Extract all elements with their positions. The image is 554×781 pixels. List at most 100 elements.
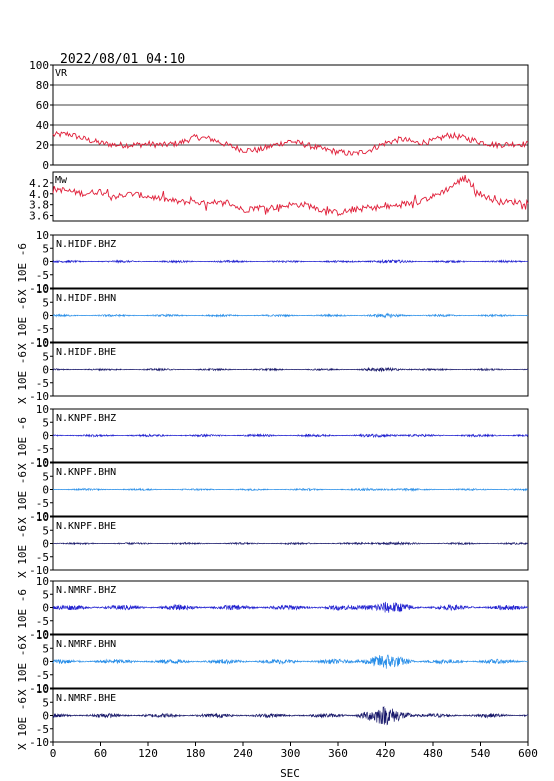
y-tick-label: 0 <box>42 159 49 172</box>
x-tick-label: 0 <box>50 747 57 760</box>
y-axis-label: X 10E -6 <box>16 697 29 750</box>
y-axis-label: X 10E -6 <box>16 297 29 350</box>
y-tick-label: -5 <box>36 269 49 282</box>
y-tick-label: -5 <box>36 443 49 456</box>
series-line-mw <box>52 175 529 217</box>
y-tick-label: 80 <box>36 79 49 92</box>
y-tick-label: 5 <box>42 416 49 429</box>
y-tick-label: 0 <box>42 602 49 615</box>
waveform-trace <box>52 312 529 319</box>
y-tick-label: -10 <box>29 564 49 577</box>
y-tick-label: 3.6 <box>29 210 49 223</box>
y-tick-label: 0 <box>42 710 49 723</box>
y-tick-label: 3.8 <box>29 199 49 212</box>
waveform-trace <box>52 705 529 726</box>
waveform-trace <box>52 540 529 546</box>
y-tick-label: -5 <box>36 323 49 336</box>
x-tick-label: 60 <box>94 747 107 760</box>
y-tick-label: 10 <box>36 511 49 524</box>
timestamp-title: 2022/08/01 04:10 <box>60 52 185 67</box>
y-tick-label: 5 <box>42 524 49 537</box>
waveform-trace <box>52 366 529 373</box>
waveform-trace <box>52 433 529 439</box>
y-tick-label: 4.2 <box>29 177 49 190</box>
y-tick-label: 10 <box>36 629 49 642</box>
y-tick-label: -5 <box>36 669 49 682</box>
waveform-trace <box>52 654 528 669</box>
y-tick-label: 10 <box>36 403 49 416</box>
series-line-vr <box>52 130 529 157</box>
y-axis-label: X 10E -6 <box>16 589 29 642</box>
panel-frame <box>52 64 529 166</box>
y-tick-label: 20 <box>36 139 49 152</box>
panel-label: VR <box>55 68 68 79</box>
station-label: N.NMRF.BHN <box>56 639 116 650</box>
panel-frame <box>52 171 529 222</box>
y-tick-label: -10 <box>29 390 49 403</box>
y-tick-label: 100 <box>29 59 49 72</box>
y-tick-label: 10 <box>36 575 49 588</box>
y-tick-label: 0 <box>42 656 49 669</box>
y-axis-label: X 10E -6 <box>16 643 29 696</box>
y-tick-label: 5 <box>42 470 49 483</box>
y-tick-label: 5 <box>42 296 49 309</box>
y-tick-label: 5 <box>42 350 49 363</box>
y-tick-label: -5 <box>36 377 49 390</box>
y-tick-label: -10 <box>29 336 49 349</box>
y-tick-label: -10 <box>29 456 49 469</box>
waveform-trace <box>52 487 529 492</box>
y-tick-label: -5 <box>36 551 49 564</box>
y-tick-label: 60 <box>36 99 49 112</box>
station-label: N.HIDF.BHN <box>56 293 116 304</box>
y-tick-label: -5 <box>36 723 49 736</box>
x-tick-label: 300 <box>281 747 301 760</box>
x-tick-label: 240 <box>233 747 253 760</box>
y-tick-label: 40 <box>36 119 49 132</box>
y-tick-label: 5 <box>42 242 49 255</box>
x-axis-label: SEC <box>280 767 300 780</box>
panel-vr: 0 20 40 60 80 100 VR <box>29 59 529 172</box>
x-tick-label: 600 <box>518 747 538 760</box>
y-axis-label: X 10E -6 <box>16 243 29 296</box>
y-tick-label: 10 <box>36 457 49 470</box>
y-tick-label: -10 <box>29 682 49 695</box>
y-tick-label: -10 <box>29 628 49 641</box>
y-tick-label: -10 <box>29 736 49 749</box>
station-label: N.KNPF.BHZ <box>56 413 116 424</box>
panel-mw: 3.63.84.04.2 Mw <box>29 171 529 223</box>
y-axis-label: X 10E -6 <box>16 417 29 470</box>
y-tick-label: 0 <box>42 364 49 377</box>
y-tick-label: 0 <box>42 430 49 443</box>
x-tick-label: 120 <box>138 747 158 760</box>
y-axis-label: X 10E -6 <box>16 525 29 578</box>
x-tick-label: 420 <box>376 747 396 760</box>
y-tick-label: 0 <box>42 310 49 323</box>
y-tick-label: 5 <box>42 588 49 601</box>
y-tick-label: 10 <box>36 229 49 242</box>
y-axis-label: X 10E -6 <box>16 351 29 404</box>
y-tick-label: -10 <box>29 282 49 295</box>
x-tick-label: 180 <box>186 747 206 760</box>
station-label: N.HIDF.BHZ <box>56 239 116 250</box>
y-tick-label: 10 <box>36 683 49 696</box>
station-label: N.KNPF.BHN <box>56 467 116 478</box>
x-tick-label: 540 <box>471 747 491 760</box>
y-tick-label: 10 <box>36 337 49 350</box>
y-tick-label: 10 <box>36 283 49 296</box>
waveform-trace <box>52 258 529 264</box>
y-tick-label: 0 <box>42 538 49 551</box>
y-tick-label: -10 <box>29 510 49 523</box>
y-tick-label: 5 <box>42 696 49 709</box>
x-axis: 0 60 120 180 240 300 360 420 480 540 600 <box>50 742 538 760</box>
y-tick-label: 4.0 <box>29 188 49 201</box>
y-axis-label: X 10E -6 <box>16 471 29 524</box>
